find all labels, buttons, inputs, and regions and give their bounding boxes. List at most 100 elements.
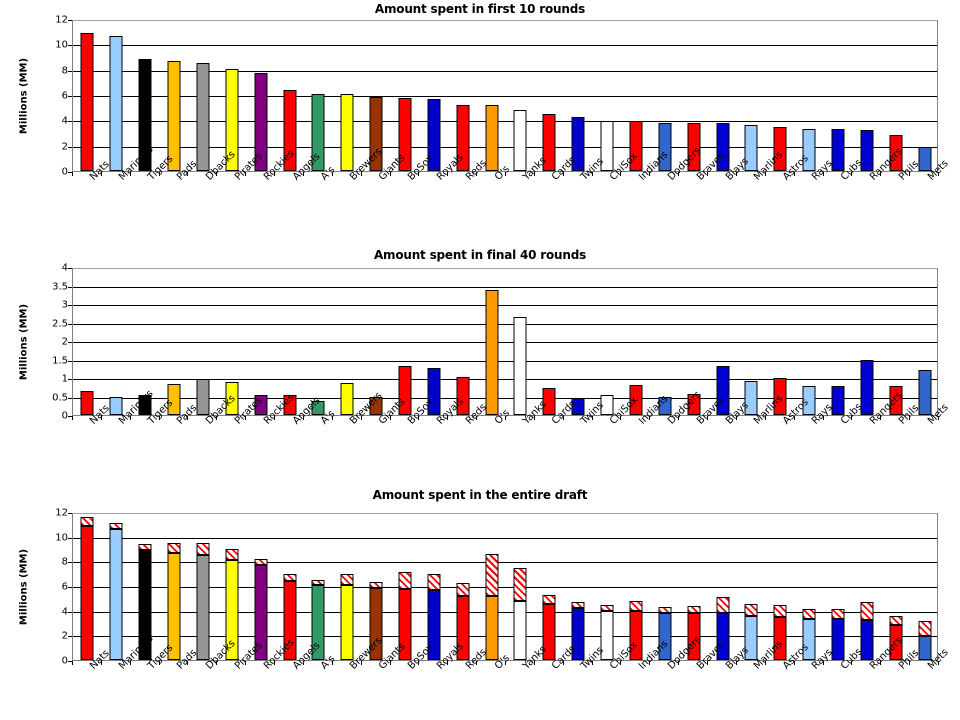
bar-segment-first10 (744, 615, 758, 660)
x-axis-label: Mets (925, 647, 951, 672)
x-axis-label: Mariners (117, 144, 156, 183)
x-tick-mark (302, 172, 304, 176)
x-tick-mark (360, 661, 362, 665)
x-axis-label: Rockies (261, 148, 297, 183)
x-axis-label: Yanks (521, 399, 550, 427)
bar (716, 365, 729, 415)
bar-segment-final40 (138, 543, 152, 551)
gridline (73, 587, 937, 588)
y-axis-tick: 2.5 (52, 318, 68, 329)
bar (225, 68, 239, 171)
bar-segment-first10 (196, 554, 210, 660)
y-tick-mark (68, 636, 72, 638)
bar (369, 96, 383, 171)
bar-segment-final40 (744, 604, 758, 616)
y-axis-tick: 4 (61, 606, 68, 618)
bar (889, 135, 903, 171)
x-axis-label: Astros (781, 152, 812, 183)
x-tick-mark (678, 172, 680, 176)
bar-segment-final40 (831, 609, 845, 620)
bar-segment-first10 (311, 585, 325, 660)
bar-segment-final40 (571, 601, 585, 608)
x-axis-label: Rockies (261, 392, 297, 427)
x-axis-label: Nats (88, 647, 113, 672)
x-axis-label: Royals (434, 395, 466, 427)
y-axis-tick: 2 (61, 336, 68, 348)
bar-segment-first10 (485, 595, 499, 660)
x-tick-mark (418, 172, 420, 176)
x-tick-mark (216, 416, 218, 420)
y-axis-tick: 8 (61, 65, 68, 77)
y-tick-mark (68, 379, 72, 380)
x-axis-label: Indians (636, 149, 671, 183)
x-axis-label: Braves (694, 150, 727, 183)
x-axis-label: Giants (377, 152, 408, 183)
x-tick-mark (187, 661, 189, 665)
x-tick-mark (851, 172, 853, 176)
x-tick-mark (274, 172, 276, 176)
bar (196, 63, 210, 171)
bar-segment-first10 (831, 619, 845, 660)
y-tick-mark (68, 342, 72, 343)
x-tick-mark (476, 416, 478, 420)
bar-segment-first10 (716, 613, 729, 660)
bar (889, 386, 903, 415)
x-axis-label: A's (319, 164, 338, 183)
x-axis-label: Rays (810, 647, 835, 672)
x-tick-mark (909, 661, 911, 665)
bar (398, 365, 412, 415)
x-tick-mark (302, 661, 304, 665)
x-axis-label: Dbacks (203, 149, 238, 183)
x-axis-label: Dodgers (665, 634, 704, 672)
x-tick-mark (649, 172, 651, 176)
bar-segment-final40 (860, 601, 874, 621)
bar (658, 123, 672, 171)
gridline (73, 146, 937, 148)
y-axis-tick: 0.5 (52, 392, 68, 403)
y-axis-tick: 0 (61, 166, 68, 178)
gridline (73, 562, 937, 564)
bar-segment-first10 (658, 613, 672, 660)
y-tick-mark (68, 323, 72, 325)
x-tick-mark (447, 172, 449, 176)
bar-segment-first10 (369, 587, 383, 660)
y-axis-tick: 4 (61, 262, 68, 274)
x-axis-label: Twins (579, 399, 607, 427)
bar-segment-final40 (629, 601, 643, 612)
x-tick-mark (302, 416, 304, 420)
x-tick-mark (822, 172, 824, 176)
x-axis-label: Mets (925, 402, 951, 427)
y-axis-tick: 12 (55, 507, 68, 519)
bar-segment-final40 (225, 549, 239, 561)
y-tick-mark (68, 305, 72, 306)
x-axis-label: Angels (290, 640, 323, 672)
bar (456, 376, 470, 415)
y-tick-mark (68, 96, 72, 97)
x-tick-mark (129, 172, 131, 176)
x-axis-label: Dbacks (203, 393, 238, 427)
bar-segment-first10 (513, 600, 527, 660)
x-axis-label: Pads (175, 402, 200, 427)
x-tick-mark (707, 661, 709, 665)
bar (196, 378, 210, 415)
bar-segment-final40 (542, 595, 556, 605)
x-axis-label: Angels (290, 395, 323, 427)
x-tick-mark (764, 172, 766, 176)
x-axis-label: O's (492, 652, 512, 672)
bar (283, 89, 296, 171)
bar-segment-first10 (802, 619, 816, 660)
bar-segment-first10 (773, 616, 787, 660)
x-axis-label: Brewers (348, 146, 385, 183)
bar-segment-final40 (687, 606, 701, 614)
x-axis-label: Mariners (117, 633, 156, 672)
bar (225, 382, 239, 415)
bar (109, 36, 123, 171)
gridline (73, 70, 937, 72)
y-axis-tick: 3.5 (52, 281, 68, 292)
y-tick-mark (68, 172, 72, 173)
x-tick-mark (533, 661, 535, 665)
y-axis-tick: 10 (55, 532, 68, 544)
bar (600, 394, 614, 415)
bar (629, 385, 643, 415)
